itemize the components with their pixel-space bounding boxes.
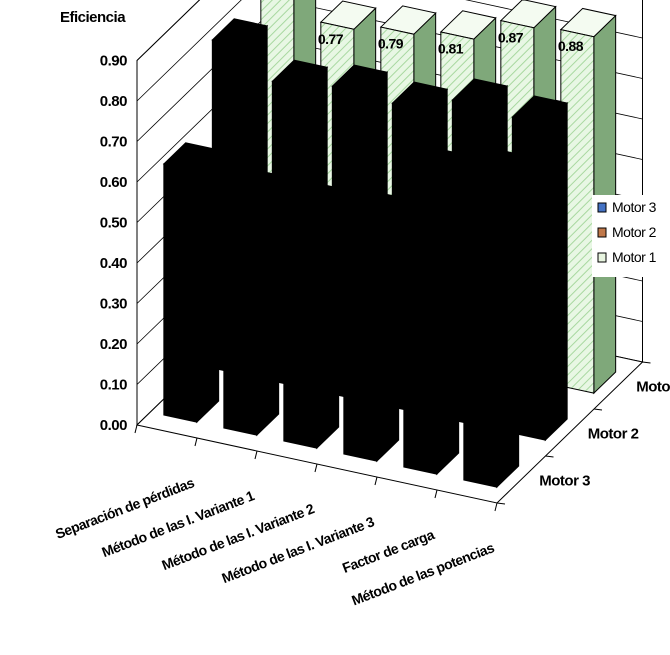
y-tick-label: 0.20 [100, 336, 127, 353]
y-tick-label: 0.30 [100, 296, 127, 313]
x-tick-mark [374, 476, 378, 486]
depth-label: Motor 2 [588, 426, 639, 443]
bar-side [376, 195, 400, 463]
bar-side [316, 186, 340, 450]
y-tick-label: 0.10 [100, 377, 127, 394]
y-tick-label: 0.80 [100, 93, 127, 110]
x-category-label: Método de las I. Variante 2 [160, 500, 317, 573]
x-tick-mark [314, 463, 318, 473]
x-tick-mark [494, 502, 498, 512]
bar-motor-3 [282, 180, 340, 450]
legend-label: Motor 3 [612, 199, 657, 215]
bars: 0.880.870.810.790.770.86 [162, 0, 617, 489]
y-tick-label: 0.40 [100, 255, 127, 272]
x-tick-mark [194, 437, 198, 447]
bar-motor-3 [222, 167, 280, 437]
bar-side [256, 173, 280, 437]
depth-tick-mark [593, 408, 603, 411]
depth-tick-mark [496, 502, 506, 505]
bar-motor-2 [511, 95, 569, 442]
legend: Motor 3 Motor 2 Motor 1 [592, 195, 668, 277]
data-label: 0.77 [318, 31, 344, 47]
bar-front [403, 166, 438, 475]
y-tick-label: 0.90 [100, 53, 127, 70]
bar-motor-3 [162, 142, 220, 424]
legend-swatch [597, 252, 607, 263]
x-category-label: Método de las I. Variante 3 [220, 513, 377, 586]
bar-front [283, 201, 318, 449]
depth-label: Motor 3 [539, 473, 590, 490]
y-tick-label: 0.70 [100, 134, 127, 151]
data-label: 0.87 [498, 29, 524, 45]
bar-front [223, 188, 258, 436]
legend-label: Motor 2 [612, 224, 657, 240]
data-label: 0.79 [378, 36, 404, 52]
bar-front [463, 167, 498, 488]
legend-swatch [597, 227, 607, 238]
legend-swatch [597, 202, 607, 213]
legend-label: Motor 1 [612, 249, 657, 265]
x-tick-mark [434, 489, 438, 499]
depth-tick-mark [545, 455, 554, 458]
x-tick-mark [134, 424, 138, 434]
data-label: 0.88 [558, 38, 584, 54]
bar-motor-3 [342, 189, 400, 463]
depth-tick-mark [642, 361, 651, 364]
bar-front [163, 163, 198, 423]
y-tick-label: 0.60 [100, 174, 127, 191]
bar-motor-3 [462, 146, 520, 489]
bar-motor-3 [402, 145, 460, 476]
bar-side [496, 152, 520, 489]
y-tick-label: 0.50 [100, 215, 127, 232]
data-label: 0.81 [438, 41, 464, 57]
x-tick-mark [254, 450, 258, 460]
y-axis-title: Eficiencia [60, 9, 126, 26]
depth-axis-labels: Motor 1 Motor 2 Motor 3 [539, 379, 670, 490]
bar-front [343, 210, 378, 462]
x-category-label: Método de las I. Variante 1 [100, 487, 257, 560]
depth-label: Motor 1 [636, 379, 670, 396]
bar-side [544, 101, 568, 442]
y-tick-label: 0.00 [100, 417, 127, 434]
bar-side [196, 148, 220, 424]
bar-side [436, 152, 460, 476]
gridline [136, 0, 201, 61]
y-axis-ticks: 0.00 0.10 0.20 0.30 0.40 0.50 0.60 0.70 0.80 0.90 [100, 53, 128, 435]
